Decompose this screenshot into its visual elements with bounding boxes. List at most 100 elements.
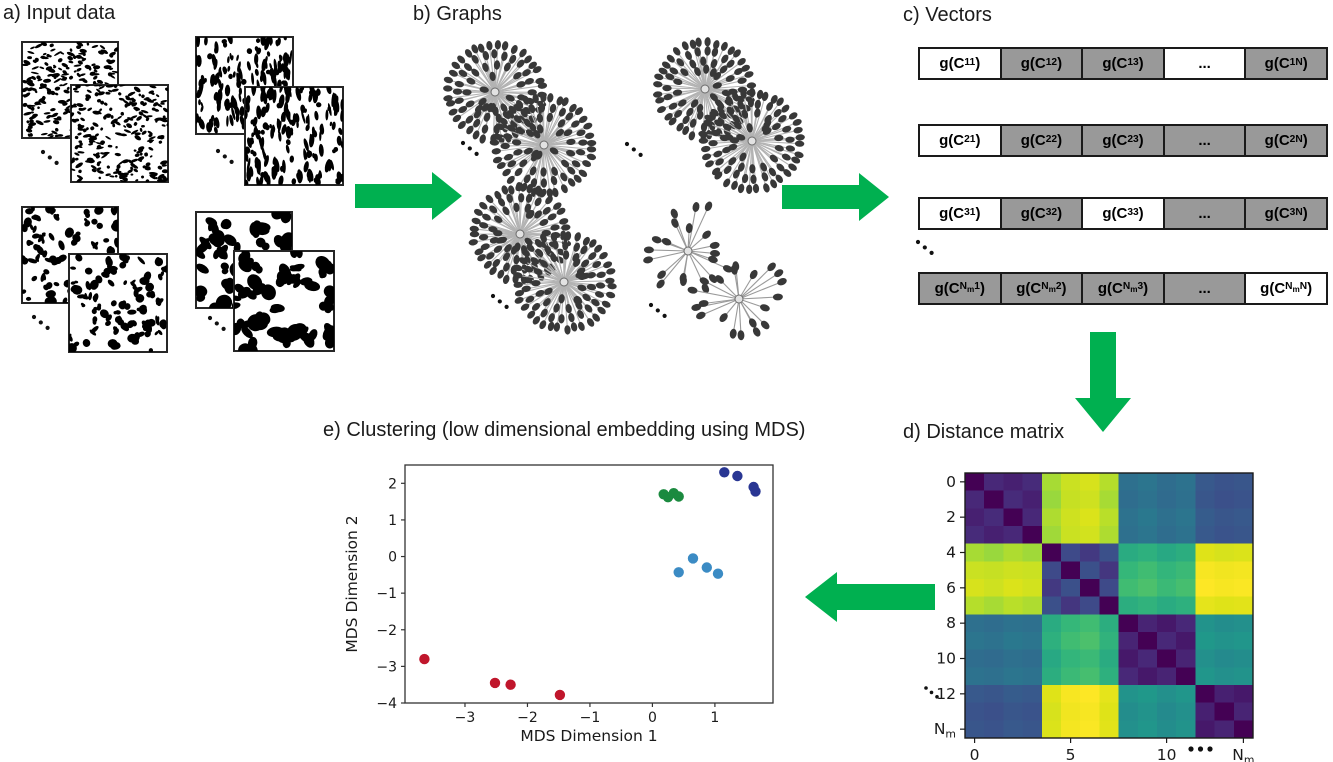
heatmap-cell xyxy=(965,614,985,633)
graph-node xyxy=(499,117,508,125)
heatmap-cell xyxy=(1157,508,1177,527)
graph-edge xyxy=(499,126,545,146)
graph-node xyxy=(489,139,500,146)
heatmap-cell xyxy=(1214,649,1235,668)
graph-edge xyxy=(563,281,569,330)
graph-node xyxy=(752,183,760,194)
graph-node xyxy=(507,160,517,168)
heatmap-cell xyxy=(1080,579,1100,598)
graph-node xyxy=(443,85,453,92)
graph-node xyxy=(670,208,678,219)
heatmap-cell xyxy=(1061,632,1081,651)
graph-node xyxy=(586,318,595,327)
graph-node xyxy=(544,245,552,255)
graph-node xyxy=(539,219,549,226)
heatmap-cell xyxy=(1061,490,1081,509)
heatmap-cell xyxy=(1176,526,1196,545)
graph-node xyxy=(566,138,576,146)
graph-edge xyxy=(751,140,773,173)
graph-edge xyxy=(494,85,543,93)
graph-node xyxy=(704,37,711,47)
graph-node xyxy=(497,269,505,279)
graph-node xyxy=(525,193,533,203)
graph-edge xyxy=(535,281,565,308)
heatmap-cell xyxy=(1137,702,1158,721)
heatmap-cell xyxy=(1214,561,1235,580)
graph-node xyxy=(737,183,745,194)
vector-cell: ... xyxy=(1162,274,1245,303)
heatmap-cell xyxy=(1195,632,1215,651)
graph-node xyxy=(492,106,499,116)
heatmap-cell xyxy=(1099,702,1119,721)
graph-node xyxy=(563,129,573,137)
graph-node xyxy=(711,167,721,176)
graph-node xyxy=(471,44,479,54)
heatmap-cell xyxy=(1099,490,1119,509)
graph-edge xyxy=(494,52,524,93)
graph-edge xyxy=(543,117,551,146)
graph-edge xyxy=(705,140,753,150)
graph-node xyxy=(603,261,613,269)
graph-node xyxy=(534,210,543,219)
graph-node xyxy=(534,185,542,195)
x-tick-label: −3 xyxy=(455,710,476,726)
scatter-series-cluster-red xyxy=(419,653,566,701)
heatmap-cell xyxy=(1157,473,1177,492)
graph-node xyxy=(514,297,524,304)
graph-edge xyxy=(541,107,545,146)
graph-node xyxy=(776,97,784,106)
graph-edge xyxy=(543,97,551,146)
heatmap-cell xyxy=(1233,526,1254,545)
graph-node xyxy=(760,162,768,172)
graph-node xyxy=(544,287,553,295)
graph-node xyxy=(550,175,558,186)
graph-node xyxy=(740,89,747,99)
heatmap-cell xyxy=(1214,543,1235,562)
graph-node xyxy=(747,97,755,108)
heatmap-cell xyxy=(1041,508,1062,527)
graph-edge xyxy=(738,281,783,300)
graph-node xyxy=(443,76,454,84)
graph-node xyxy=(705,160,714,168)
graph-node xyxy=(601,300,611,308)
section-label-input-data: a) Input data xyxy=(3,2,116,24)
graph-edge xyxy=(543,281,565,314)
heatmap-cell xyxy=(1137,543,1158,562)
heatmap-cell xyxy=(1195,543,1215,562)
graph-node xyxy=(577,309,585,319)
heatmap-cell xyxy=(1099,685,1119,704)
graph-node xyxy=(704,46,711,56)
heatmap-cell xyxy=(984,614,1004,633)
heatmap-cell xyxy=(1061,667,1081,686)
heatmap-cell xyxy=(1233,685,1254,704)
graph-edge xyxy=(728,100,753,142)
heatmap-cells xyxy=(965,473,1254,739)
heatmap-cell xyxy=(1061,473,1081,492)
heatmap-cell xyxy=(1061,508,1081,527)
heatmap-cell xyxy=(1195,702,1215,721)
graph-node xyxy=(709,241,720,249)
scatter-series-cluster-green xyxy=(658,488,684,503)
ellipsis-dots xyxy=(1188,746,1213,752)
graph-node xyxy=(732,114,740,124)
graph-dense xyxy=(698,87,805,194)
graph-node xyxy=(479,222,489,229)
graph-node xyxy=(489,205,498,214)
graph-node xyxy=(474,248,484,256)
graph-node xyxy=(486,252,495,260)
heatmap-cell xyxy=(1003,685,1023,704)
graph-edge xyxy=(660,250,689,285)
heatmap-cell xyxy=(1003,649,1023,668)
heatmap-cell xyxy=(1003,473,1023,492)
heatmap-cell xyxy=(1176,579,1196,598)
graph-node xyxy=(694,47,701,57)
graph-node xyxy=(658,67,668,75)
heatmap-cell xyxy=(1041,720,1062,739)
graph-node xyxy=(473,208,483,216)
graph-node xyxy=(708,274,718,283)
graph-node xyxy=(451,61,461,70)
ellipsis-dots xyxy=(915,239,934,255)
graph-node xyxy=(508,105,517,114)
graph-edge xyxy=(751,140,800,145)
scatter-point xyxy=(505,679,516,690)
